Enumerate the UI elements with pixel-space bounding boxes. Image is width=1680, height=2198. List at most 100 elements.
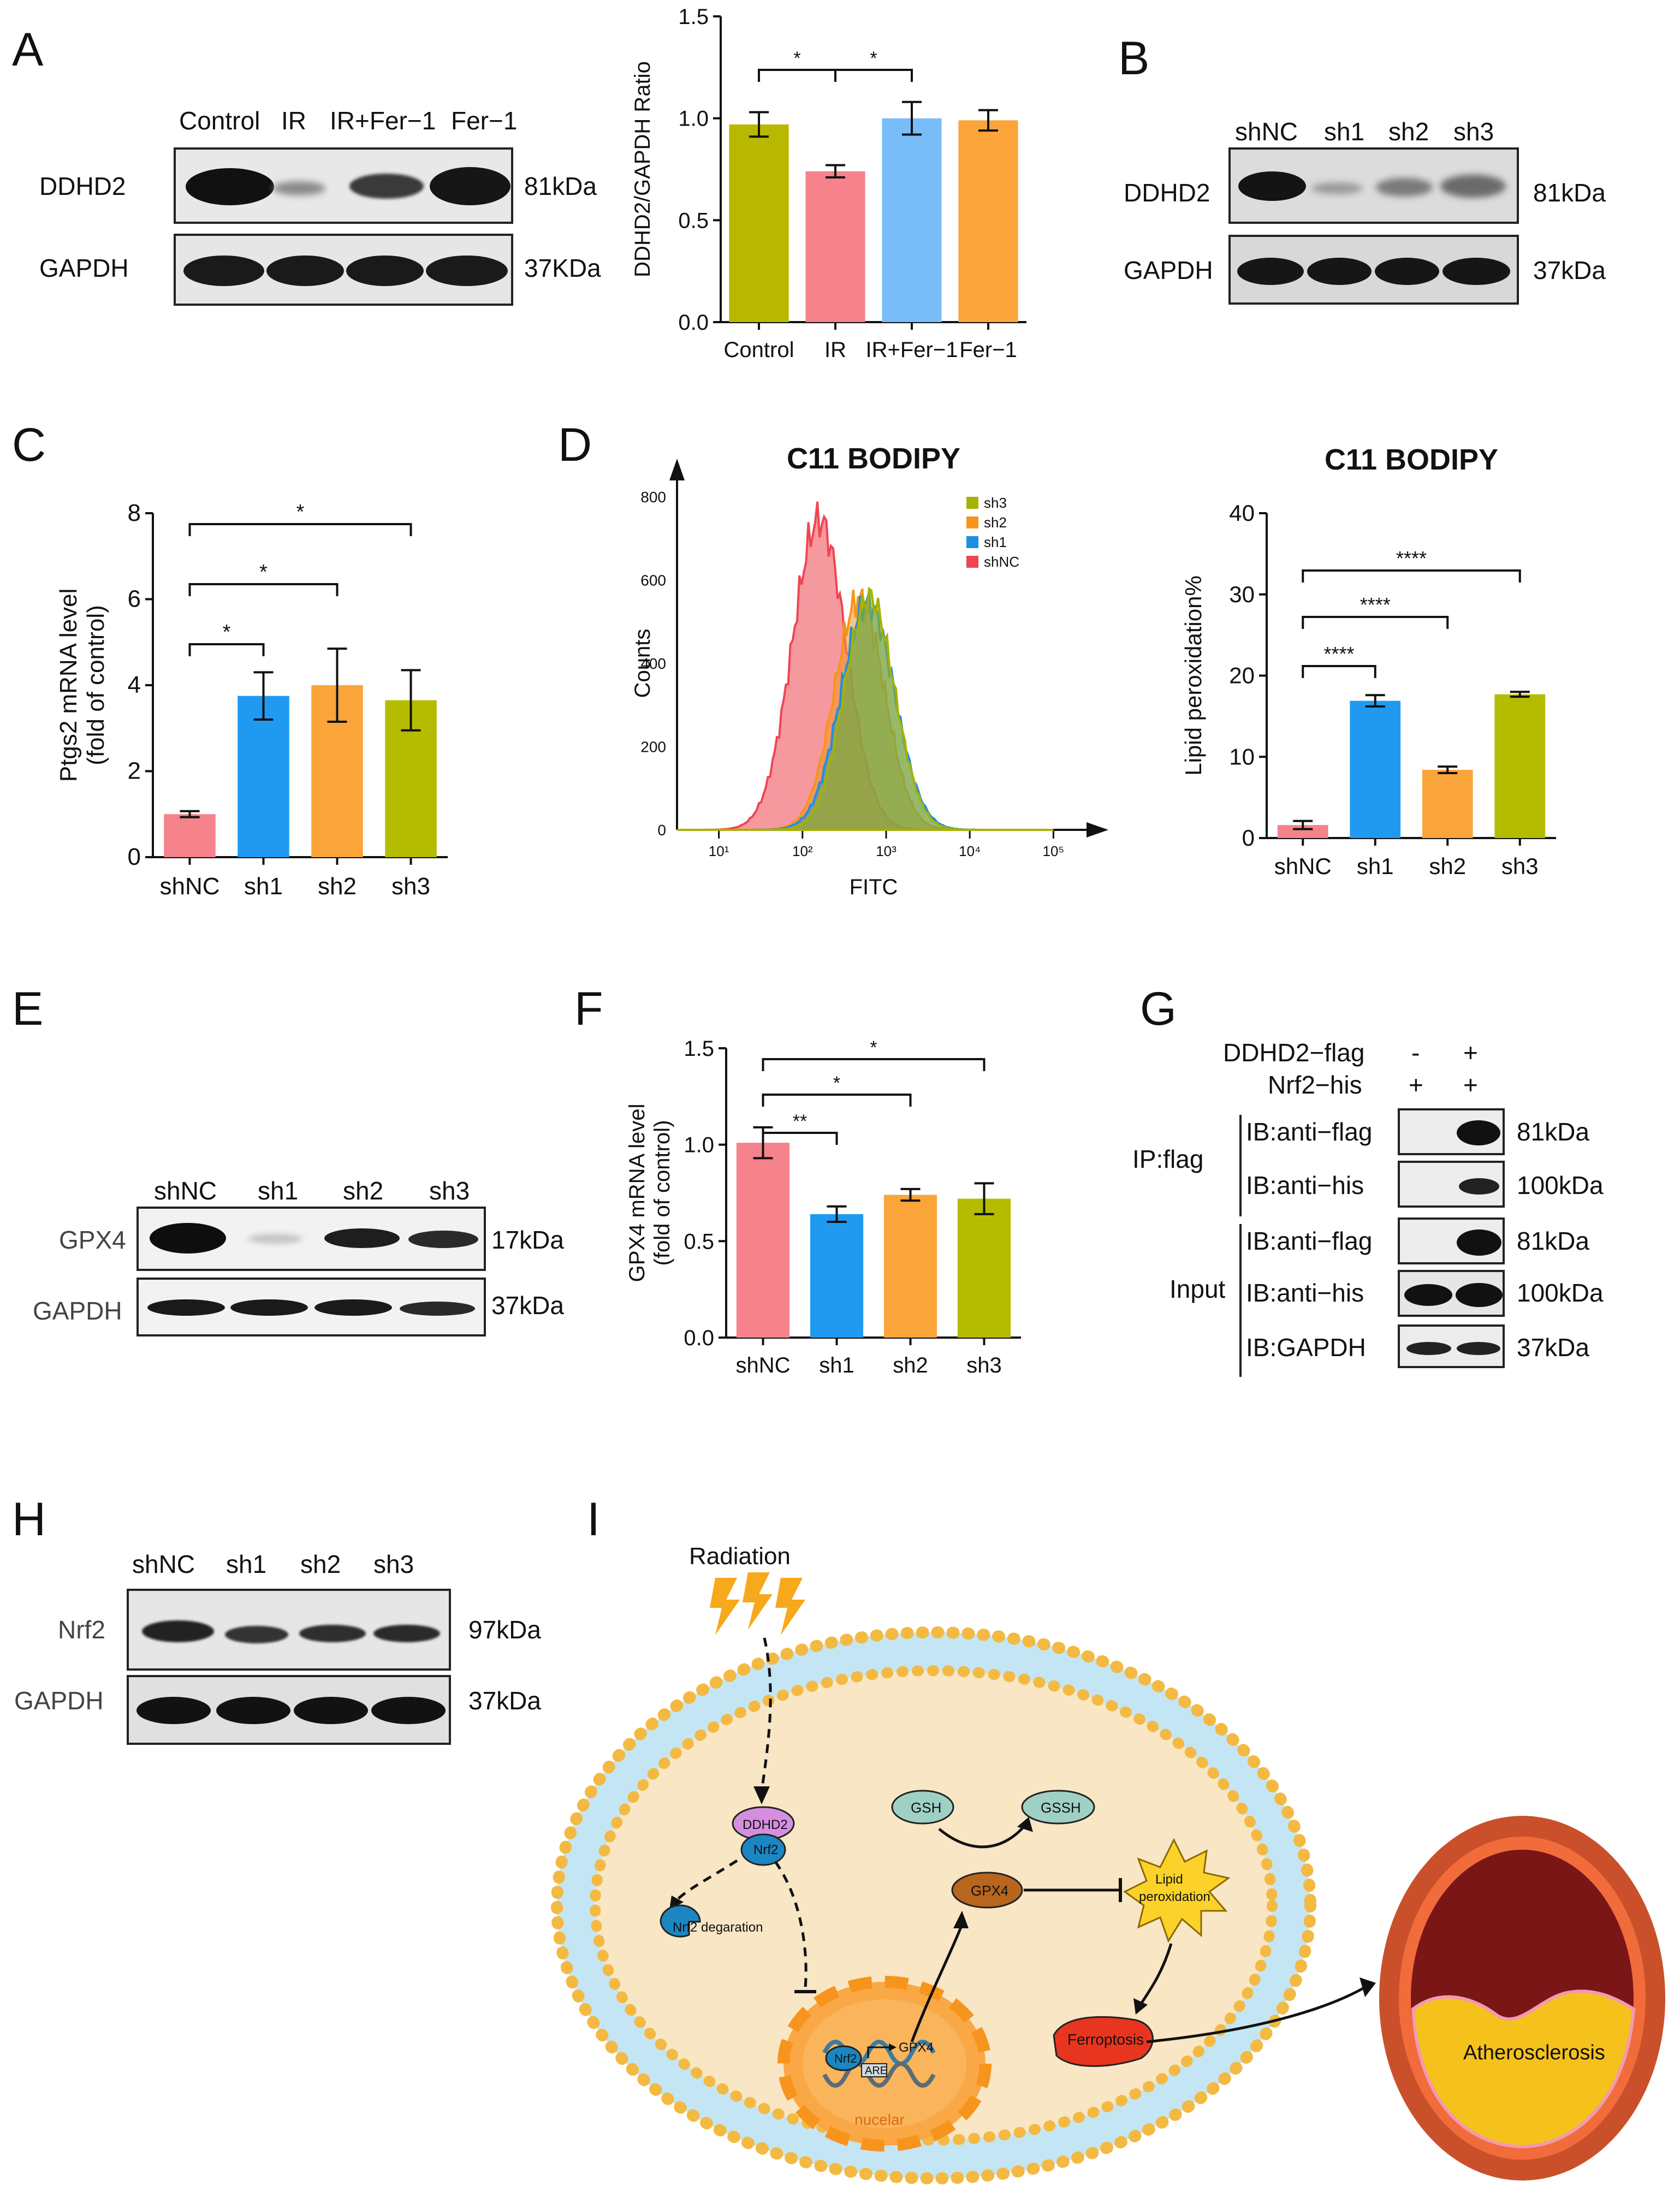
band — [147, 1299, 225, 1316]
significance-label: **** — [1360, 593, 1391, 616]
histogram-c11-bodipy: C11 BODIPY 0 200 400 600 800 10¹ 10² 10³ 10⁴ 10⁵ FI… — [631, 442, 1108, 899]
y-tick-label: 0.5 — [684, 1229, 714, 1254]
panel-label-d: D — [558, 419, 592, 471]
significance-bracket — [758, 69, 836, 82]
band — [1440, 175, 1506, 198]
protein-label: DDHD2 — [1124, 179, 1210, 207]
arrow — [1146, 1986, 1366, 2043]
lane-label: sh3 — [373, 1550, 414, 1578]
gpx4-protein — [951, 1872, 1023, 1909]
bar — [1422, 770, 1473, 838]
legend-label: sh3 — [984, 495, 1007, 511]
significance-label: * — [259, 561, 268, 584]
band — [186, 168, 274, 205]
nuclear-nrf2 — [825, 2045, 862, 2071]
significance-bracket — [1302, 616, 1449, 629]
band — [408, 1231, 478, 1248]
blot-nrf2 — [127, 1589, 451, 1671]
legend-swatch — [966, 536, 978, 548]
mw-label: 37kDa — [1517, 1333, 1589, 1362]
x-tick-label: 10⁵ — [1043, 843, 1065, 859]
sign: + — [1409, 1071, 1423, 1099]
y-tick-label: 0 — [657, 822, 666, 839]
significance-label: ** — [793, 1111, 807, 1132]
gpx4-label: GPX4 — [971, 1882, 1008, 1899]
band — [230, 1299, 308, 1316]
x-tick-label: 10¹ — [709, 843, 729, 859]
band — [1376, 178, 1433, 197]
x-tick-label: 10³ — [876, 843, 897, 859]
band — [1406, 1342, 1451, 1355]
band — [1404, 1284, 1452, 1306]
lane-label: sh2 — [343, 1177, 384, 1205]
significance-bracket — [762, 1058, 986, 1071]
ib-label: IB:GAPDH — [1246, 1333, 1366, 1362]
legend-label: sh2 — [984, 514, 1007, 531]
bracket-line — [1239, 1224, 1242, 1377]
mw-label: 81kDa — [1517, 1227, 1589, 1255]
y-tick-label: 0.0 — [678, 311, 709, 335]
y-tick-label: 30 — [1229, 581, 1255, 607]
panel-label-a: A — [12, 23, 44, 76]
x-tick-label: sh1 — [819, 1353, 854, 1377]
band — [1457, 1120, 1500, 1145]
significance-label: * — [296, 501, 305, 524]
blot-gapdh — [136, 1278, 486, 1336]
legend-swatch — [966, 556, 978, 568]
band — [1375, 258, 1439, 285]
band — [1311, 182, 1363, 194]
lipid-peroxidation-burst — [1123, 1838, 1231, 1943]
y-axis-label: GPX4 mRNA level — [625, 1104, 649, 1282]
mw-label: 81kDa — [524, 172, 597, 200]
significance-bracket — [1302, 665, 1376, 678]
bar — [958, 120, 1018, 322]
nucleus-label: nucelar — [854, 2111, 905, 2128]
band — [400, 1302, 475, 1316]
blot-input-gapdh — [1398, 1324, 1505, 1368]
bar-chart-ptgs2: 0 2 4 6 8 shNC sh1 sh2 sh3 Ptgs2 mRNA level (fold … — [55, 500, 448, 900]
y-tick-label: 600 — [640, 572, 666, 589]
atherosclerotic-plaque — [1411, 1989, 1636, 2149]
mw-label: 37kDa — [491, 1291, 564, 1320]
band — [314, 1299, 392, 1316]
sign: + — [1463, 1071, 1478, 1099]
band — [1457, 1229, 1501, 1256]
lane-label: sh3 — [429, 1177, 470, 1205]
nrf2-protein — [740, 1833, 786, 1866]
ib-label: IB:anti−flag — [1246, 1227, 1373, 1255]
significance-bracket — [188, 523, 412, 536]
panel-label-i: I — [587, 1493, 600, 1546]
bar — [238, 696, 289, 857]
lipid-label-1: Lipid — [1155, 1872, 1183, 1887]
gssh-molecule — [1021, 1790, 1095, 1825]
band — [371, 1697, 446, 1724]
panel-label-h: H — [12, 1493, 46, 1546]
significance-label: **** — [1323, 643, 1354, 665]
mw-label: 81kDa — [1533, 179, 1606, 207]
chart-title: C11 BODIPY — [787, 442, 960, 475]
legend-swatch — [966, 497, 978, 509]
band — [1456, 1283, 1503, 1307]
nuclear-gpx4-label: GPX4 — [899, 2040, 934, 2055]
ib-label: IB:anti−flag — [1246, 1118, 1373, 1146]
band — [273, 181, 325, 195]
significance-label: * — [793, 48, 800, 69]
lane-label: shNC — [1235, 117, 1298, 146]
x-tick-label: sh1 — [1357, 853, 1394, 879]
significance-label: * — [223, 621, 231, 644]
blot-input-his — [1398, 1270, 1505, 1317]
gssh-label: GSSH — [1041, 1799, 1081, 1816]
ferroptosis-label: Ferroptosis — [1067, 2031, 1144, 2048]
arrowhead — [1360, 1977, 1376, 1997]
y-axis-label: DDHD2/GAPDH Ratio — [631, 61, 655, 277]
y-tick-label: 1.0 — [678, 107, 709, 131]
x-tick-label: sh1 — [244, 873, 283, 900]
y-tick-label: 1.0 — [684, 1133, 714, 1157]
lane-label: sh2 — [1388, 117, 1429, 146]
bar — [1277, 825, 1328, 838]
bar — [805, 171, 865, 322]
radiation-label: Radiation — [689, 1543, 791, 1570]
significance-bracket — [834, 69, 913, 82]
band — [430, 167, 510, 205]
